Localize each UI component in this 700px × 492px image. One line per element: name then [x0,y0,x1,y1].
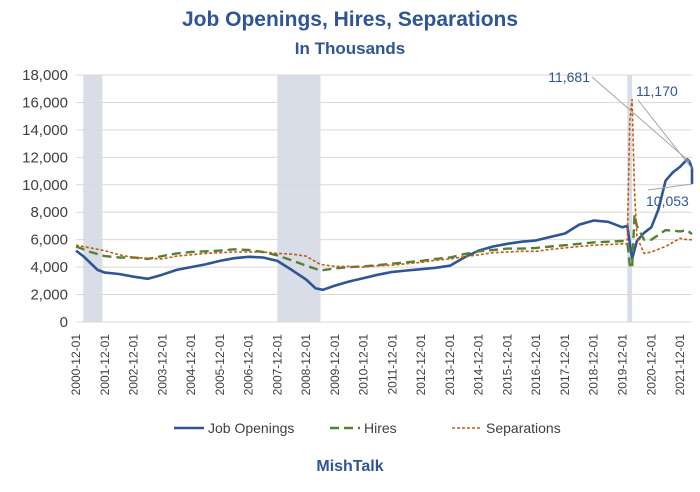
annotation-label: 10,053 [646,193,689,209]
x-tick-label: 2017-12-01 [558,334,572,396]
x-tick-label: 2007-12-01 [270,334,284,396]
x-axis: 2000-12-01 2001-12-01 2002-12-01 2003-12-01… [69,334,687,396]
x-tick-label: 2021-12-01 [673,334,687,396]
legend-label: Job Openings [208,420,294,436]
y-tick-label: 0 [60,314,68,331]
series-line-separations [75,98,692,268]
annotation-leader [647,183,693,191]
chart-title: Job Openings, Hires, Separations [182,8,518,31]
x-tick-label: 2003-12-01 [155,334,169,396]
x-tick-label: 2002-12-01 [127,334,141,396]
x-tick-label: 2012-12-01 [414,334,428,396]
series-line-hires [75,213,693,272]
legend-label: Hires [364,420,397,436]
y-tick-label: 2,000 [30,287,68,304]
annotation-leader [591,76,690,163]
series-lines [75,98,694,292]
y-tick-label: 12,000 [22,149,68,166]
x-tick-label: 2018-12-01 [587,334,601,396]
annotation-label: 11,170 [636,83,678,99]
recession-band-1 [83,75,103,322]
x-tick-label: 2009-12-01 [328,334,342,396]
x-tick-label: 2010-12-01 [357,334,371,396]
annotation-leader [637,99,693,170]
x-tick-label: 2005-12-01 [213,334,227,396]
x-tick-label: 2008-12-01 [299,334,313,396]
x-tick-label: 2011-12-01 [385,334,399,395]
annotations: 11,681 11,170 10,053 [548,69,693,209]
y-tick-label: 18,000 [22,67,68,84]
y-tick-label: 8,000 [30,204,68,221]
x-tick-label: 2013-12-01 [443,334,457,396]
x-tick-label: 2001-12-01 [98,334,112,396]
recession-shading [83,75,633,322]
source-label: MishTalk [316,458,383,475]
y-tick-label: 4,000 [30,259,68,276]
y-tick-label: 14,000 [22,122,68,139]
x-tick-label: 2020-12-01 [644,334,658,396]
x-tick-label: 2000-12-01 [69,334,83,396]
x-tick-label: 2016-12-01 [529,334,543,396]
y-axis: 0 2,000 4,000 6,000 8,000 10,000 12,000 14,000 1… [22,67,68,331]
legend-label: Separations [486,420,561,436]
annotation-label: 11,681 [548,69,590,85]
series-line-job-openings [75,158,694,292]
x-tick-label: 2004-12-01 [184,334,198,396]
gridlines [76,74,692,323]
y-tick-label: 6,000 [30,232,68,249]
legend: Job Openings Hires Separations [174,420,561,436]
x-tick-label: 2019-12-01 [615,334,629,396]
y-tick-label: 10,000 [22,177,68,194]
x-tick-label: 2006-12-01 [242,334,256,396]
x-tick-label: 2015-12-01 [500,334,514,396]
recession-band-3 [627,75,633,322]
y-tick-label: 16,000 [22,94,68,111]
x-tick-label: 2014-12-01 [472,334,486,396]
chart-subtitle: In Thousands [295,39,406,58]
recession-band-2 [277,75,321,322]
